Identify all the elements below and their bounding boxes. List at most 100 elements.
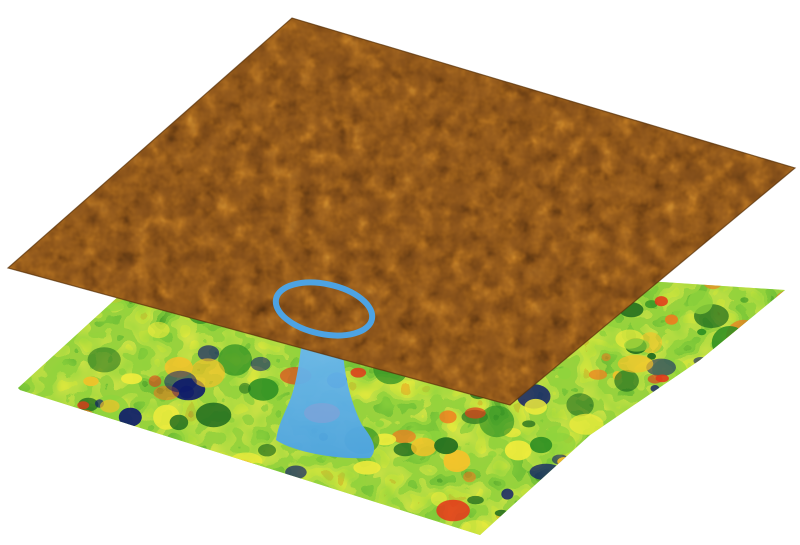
gap-map-blob (712, 489, 735, 503)
gap-map-blob (644, 519, 658, 529)
gap-map-blob (527, 502, 544, 518)
gap-map-blob (504, 440, 532, 461)
gap-map-blob (350, 367, 367, 378)
gap-map-blob (566, 393, 594, 417)
gap-map-blob (147, 321, 170, 339)
gap-map-blob (723, 468, 757, 492)
beam-funnel (276, 338, 375, 459)
gap-map-blob (169, 517, 194, 532)
topograph-edge (6, 17, 797, 406)
gap-map-blob (108, 431, 142, 464)
gap-map-blob (691, 456, 715, 477)
gap-map-blob (169, 414, 189, 431)
gap-map-blob (698, 434, 719, 447)
gap-map-blob (719, 367, 745, 393)
gap-map-blob (133, 458, 154, 472)
gap-map-blob (83, 376, 99, 387)
gap-map-blob (46, 476, 59, 484)
gap-map-blob (543, 509, 573, 530)
gap-map-blob (391, 429, 416, 444)
gap-map-blob (529, 463, 563, 481)
gap-map-blob (530, 436, 553, 454)
gap-map-blob (293, 497, 325, 525)
gap-map-blob (522, 420, 536, 428)
gap-map-blob (19, 414, 53, 445)
gap-map-blob (524, 398, 547, 415)
gap-map-blob (601, 353, 611, 362)
gap-map-blob (443, 449, 471, 473)
gap-map-blob (53, 429, 81, 449)
gap-map-blob (87, 347, 121, 373)
gap-map-blob (557, 367, 571, 380)
gap-map-blob (479, 405, 515, 438)
gap-map-blob (752, 386, 771, 401)
gap-map-blob (743, 346, 763, 363)
gap-map-blob (463, 471, 476, 483)
gap-map-blob (718, 375, 730, 384)
gap-map-blob (197, 345, 220, 362)
gap-map-blob (218, 344, 253, 376)
gap-map-blob (593, 496, 612, 510)
gap-map-blob (718, 260, 746, 284)
gap-map-blob (617, 354, 654, 373)
gap-map-blob (543, 432, 576, 455)
gap-map-blob (685, 491, 697, 500)
gap-map-blob (771, 409, 785, 425)
gap-map-blob (557, 457, 572, 467)
gap-map-blob (640, 472, 652, 481)
gap-map-blob (763, 432, 785, 448)
beam-connector (276, 338, 375, 459)
gap-map-blob (726, 463, 757, 484)
gap-map-blob (604, 464, 634, 485)
gap-map-blob (411, 437, 437, 457)
gap-map-blob (118, 407, 142, 427)
gap-map-blob (18, 331, 39, 354)
gap-map-blob (644, 480, 674, 499)
gap-map-blob (309, 496, 319, 505)
gap-map-blob (92, 420, 120, 440)
gap-map-blob (691, 435, 710, 448)
gap-map-blob (631, 443, 648, 458)
gap-map-blob (631, 495, 655, 509)
gap-map-blob (668, 391, 686, 401)
gap-map-blob (251, 493, 266, 507)
gap-map-blob (85, 303, 97, 311)
gap-map-blob (190, 358, 225, 388)
gap-map-blob (227, 475, 257, 504)
gap-map-blob (41, 473, 55, 483)
gap-map-blob (107, 489, 118, 496)
gap-map-blob (439, 410, 457, 424)
tip-ring (272, 279, 376, 339)
gap-map-blob (673, 309, 686, 317)
gap-map-blob (393, 442, 417, 457)
gap-map-blob (693, 357, 709, 365)
gap-map-blob (639, 497, 675, 530)
gap-map-blob (625, 478, 647, 497)
gap-map-blob (18, 334, 41, 360)
gap-map-blob (387, 512, 398, 521)
gap-map-blob (714, 260, 750, 269)
gap-map-blob (755, 516, 780, 535)
gap-map-blob (206, 456, 224, 472)
gap-map-blob (707, 480, 740, 509)
gap-map-blob (299, 497, 310, 505)
gap-map-blob (646, 358, 676, 377)
gap-map-blob (298, 510, 315, 523)
gap-map-blob (119, 440, 132, 452)
gap-map-blob (501, 488, 514, 500)
gap-map-blob (697, 328, 707, 336)
gap-map-blob (647, 374, 663, 384)
gap-map-blob (43, 471, 55, 482)
gap-map-blob (375, 420, 385, 428)
gap-map-blob (139, 494, 167, 520)
gap-map-blob (51, 304, 86, 335)
gap-map-blob (624, 338, 650, 352)
gap-map-blob (645, 300, 658, 309)
gap-map-blob (337, 500, 348, 510)
gap-map-blob (701, 267, 725, 290)
gap-map-blob (494, 509, 508, 517)
gap-map-blob (688, 290, 713, 315)
gap-map-blob (226, 491, 238, 501)
gap-map-blob (708, 519, 744, 535)
